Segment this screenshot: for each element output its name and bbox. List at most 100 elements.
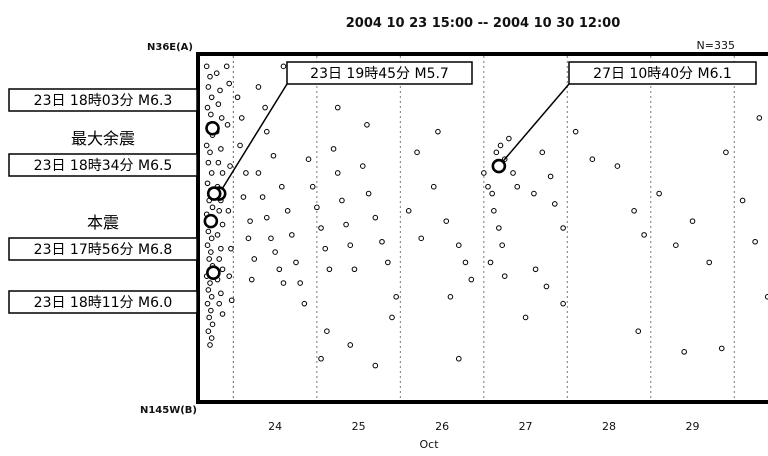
data-point [219,170,226,176]
data-point [203,142,210,149]
x-tick-label: 27 [519,420,533,433]
data-point [270,152,277,159]
data-point [204,300,211,307]
data-point [218,146,224,152]
data-point [389,314,395,321]
data-point [279,183,285,190]
data-point [284,208,291,214]
data-point [334,170,341,176]
callout-box [286,61,473,85]
data-point [343,221,349,228]
chart-title: 2004 10 23 15:00 -- 2004 10 30 12:00 [346,16,621,31]
data-point [205,228,212,235]
data-point [531,190,537,197]
data-point [318,225,324,231]
data-point [347,242,354,248]
data-point [447,294,454,300]
data-point [226,273,233,279]
data-point [359,163,366,169]
data-point [208,170,215,176]
callout-label: 27日 10時40分 M6.1 [593,66,732,82]
data-point [347,342,354,348]
y-top-label: N36E(A) [147,42,193,53]
data-point [240,194,247,200]
data-point [560,300,566,307]
data-point [272,249,278,255]
data-point [208,294,215,300]
data-point [493,149,500,156]
callout-box [568,61,757,85]
scatter-points [203,63,768,369]
data-point [318,355,324,362]
data-point [514,183,521,190]
data-point [510,170,516,176]
data-point [223,63,230,70]
data-point [208,249,214,255]
data-point [455,242,462,248]
data-point [216,256,222,262]
data-point [293,259,299,266]
data-point [681,349,687,355]
data-point [489,190,495,197]
data-point [418,235,425,242]
x-tick-label: 26 [435,420,449,433]
data-point [219,311,226,317]
data-point [547,173,554,180]
data-point [443,218,450,224]
data-point [248,276,255,283]
data-point [739,197,746,204]
data-point [501,273,508,279]
data-point [631,208,637,214]
data-point [206,314,212,321]
major-event-marker [205,120,220,136]
data-point [207,149,213,156]
data-point [706,259,713,266]
data-point [756,115,763,121]
callout-box [8,290,198,314]
data-point [205,287,212,293]
data-point [204,104,211,111]
callout-caption: 本震 [87,213,119,232]
data-point [752,238,758,245]
data-point [497,142,504,149]
data-point [228,245,234,252]
data-point [204,180,211,187]
data-point [393,294,399,300]
callout-label: 23日 17時56分 M6.8 [34,242,173,258]
data-point [218,245,224,252]
data-point [216,300,222,307]
callout-caption: 最大余震 [71,129,135,148]
major-event-marker [206,265,221,281]
data-point [208,235,215,242]
data-point [259,194,266,200]
callout-leader [498,83,570,167]
data-point [255,84,262,90]
data-point [215,159,222,166]
y-bottom-label: N145W(B) [140,405,197,416]
data-point [481,170,487,176]
data-point [543,283,550,290]
data-point [496,225,502,231]
data-point [673,242,679,248]
data-point [635,328,642,335]
data-point [245,235,252,242]
data-point [435,128,441,135]
data-point [214,232,221,238]
x-tick-label: 29 [686,420,700,433]
data-point [364,122,370,128]
data-point [506,135,512,142]
data-point [301,300,308,307]
data-point [305,156,312,162]
callout-label: 23日 18時03分 M6.3 [34,93,173,109]
data-point [203,63,210,70]
major-event-marker [203,213,219,229]
data-point [209,204,216,211]
data-point [718,345,725,352]
data-point [208,111,214,118]
data-point [218,290,224,297]
data-point [385,259,391,266]
data-point [326,266,333,273]
callout-leader [218,83,288,194]
data-point [205,159,212,166]
data-point [224,122,231,128]
